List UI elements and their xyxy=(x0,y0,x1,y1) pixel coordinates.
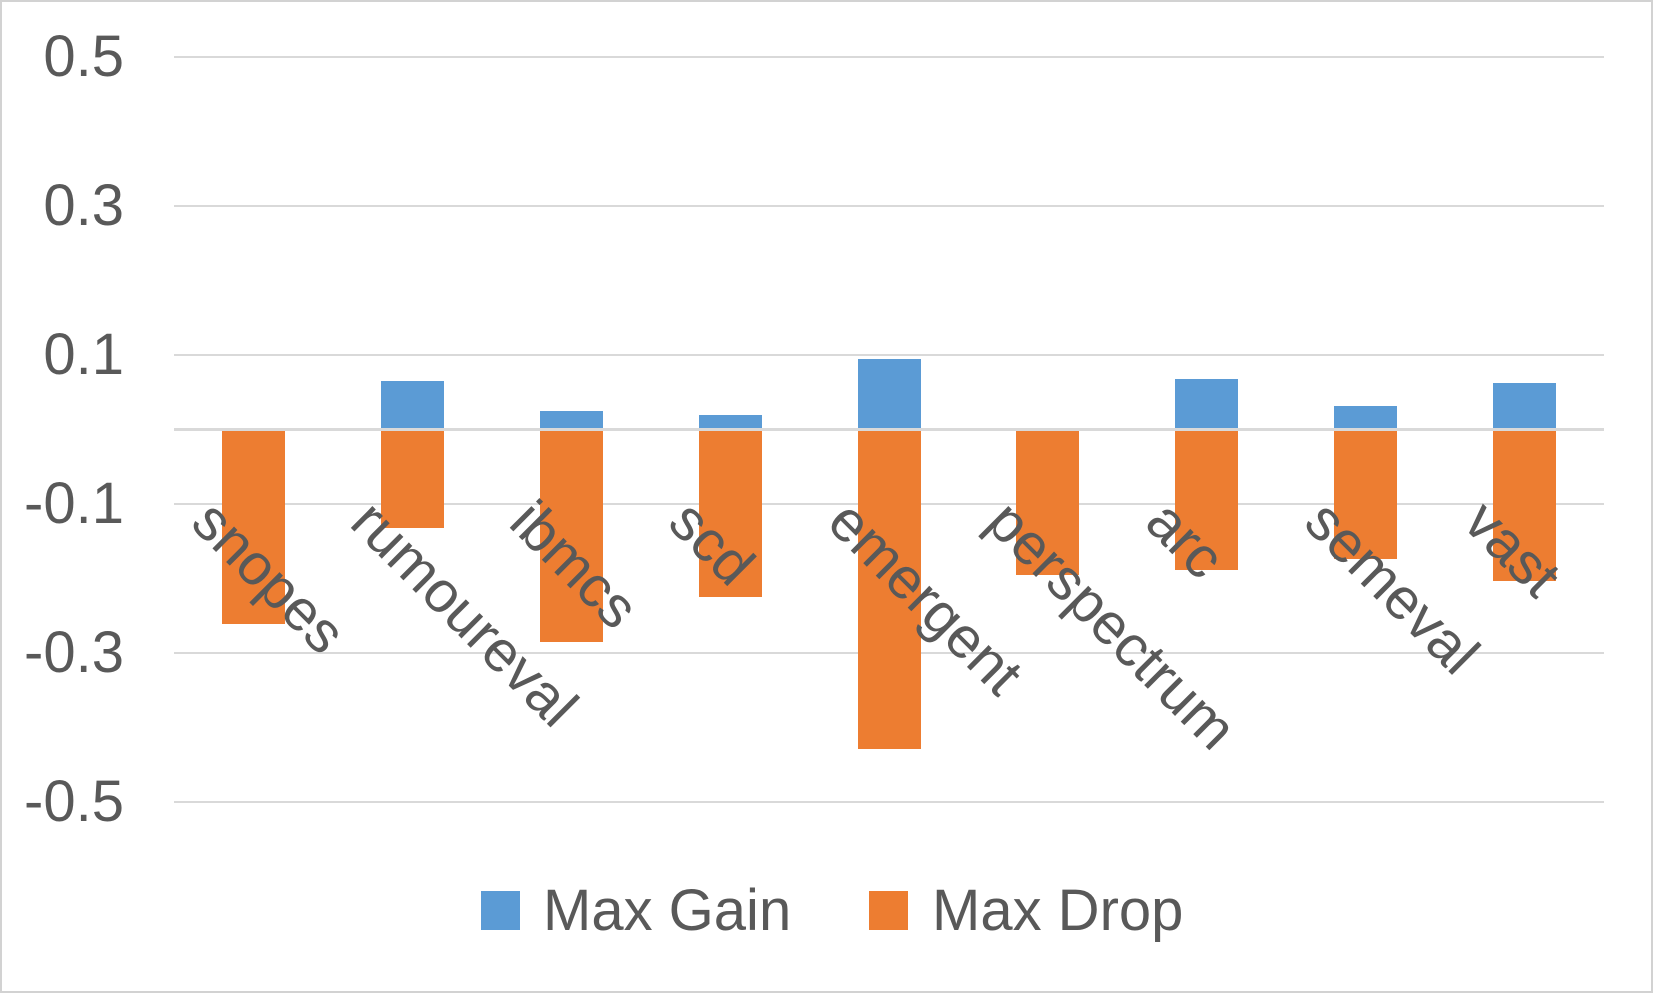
bar-max-drop-vast xyxy=(1493,429,1557,581)
bar-max-gain-scd xyxy=(698,414,762,430)
legend-label-max-drop: Max Drop xyxy=(932,878,1184,943)
bar-max-gain-rumoureval xyxy=(380,381,444,430)
bar-max-drop-rumoureval xyxy=(380,429,444,528)
legend-swatch-max-drop xyxy=(869,891,908,930)
bar-max-drop-arc xyxy=(1175,429,1239,571)
gridline-0.1 xyxy=(174,354,1604,356)
gridline-0.3 xyxy=(174,205,1604,207)
legend-label-max-gain: Max Gain xyxy=(543,878,792,943)
y-tick-label: -0.1 xyxy=(24,471,124,536)
bar-max-drop-emergent xyxy=(857,429,921,750)
bar-max-drop-semeval xyxy=(1334,429,1398,560)
bar-max-drop-perspectrum xyxy=(1016,429,1080,575)
y-tick-label: 0.3 xyxy=(43,173,124,238)
y-tick-label: 0.5 xyxy=(43,24,124,89)
bar-max-drop-scd xyxy=(698,429,762,598)
y-tick-label: 0.1 xyxy=(43,322,124,387)
bar-max-gain-ibmcs xyxy=(539,410,603,430)
bar-max-drop-ibmcs xyxy=(539,429,603,642)
bar-max-gain-vast xyxy=(1493,383,1557,430)
gridline--0.5 xyxy=(174,801,1604,803)
y-tick-label: -0.3 xyxy=(24,620,124,685)
gridline-0.5 xyxy=(174,56,1604,58)
bar-max-gain-semeval xyxy=(1334,405,1398,430)
bar-max-drop-snopes xyxy=(221,429,285,624)
legend-swatch-max-gain xyxy=(481,891,520,930)
bar-max-gain-arc xyxy=(1175,378,1239,430)
y-tick-label: -0.5 xyxy=(24,769,124,834)
x-axis-line xyxy=(174,428,1604,431)
bar-max-gain-emergent xyxy=(857,358,921,430)
